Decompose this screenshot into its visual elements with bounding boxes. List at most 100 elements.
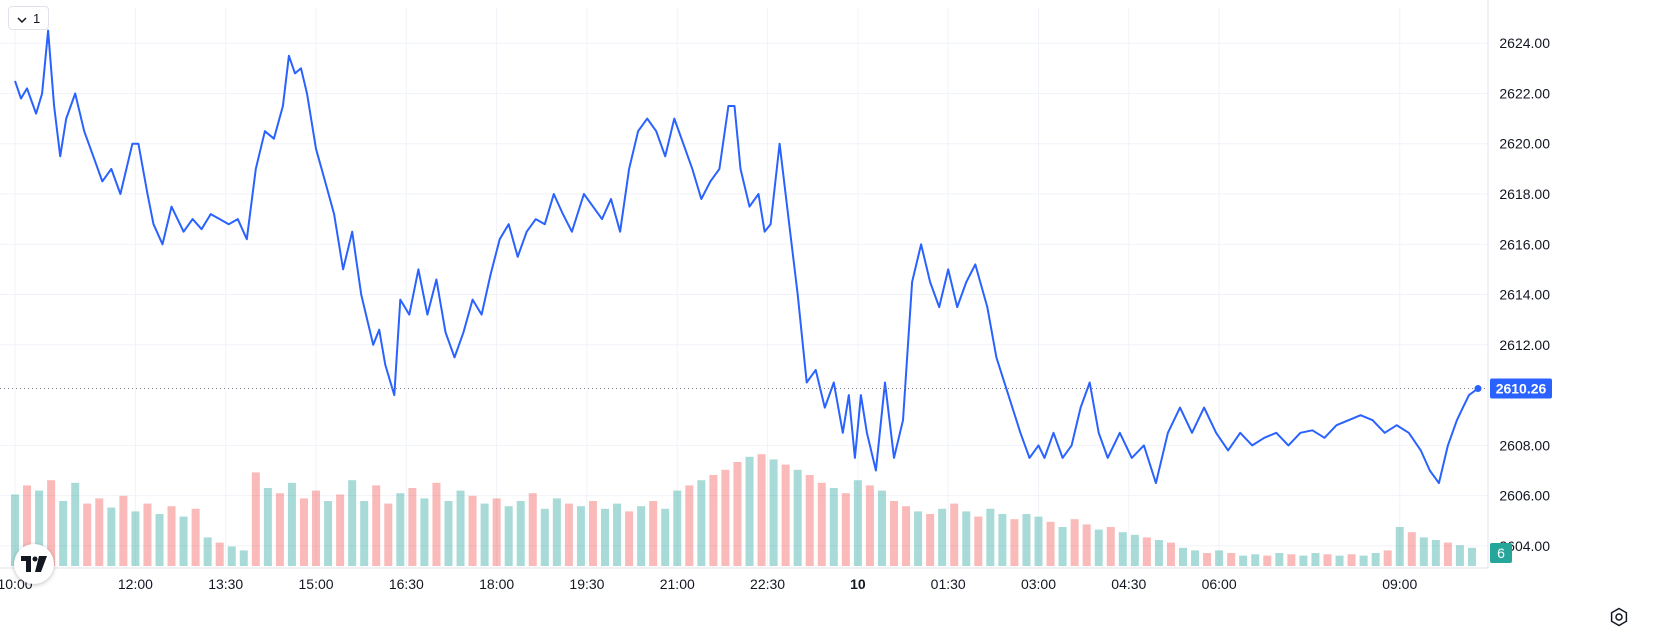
volume-bar	[853, 480, 862, 566]
volume-bar	[1467, 547, 1476, 566]
volume-bar	[1010, 519, 1019, 566]
volume-bar	[841, 493, 850, 566]
volume-bar	[492, 498, 501, 566]
volume-bar	[71, 482, 80, 566]
volume-bar	[1395, 527, 1404, 566]
volume-bar	[456, 490, 465, 566]
volume-bar	[793, 469, 802, 566]
volume-bar	[625, 511, 634, 566]
volume-bar	[1323, 554, 1332, 566]
volume-bar	[432, 482, 441, 566]
volume-bar	[1251, 554, 1260, 566]
volume-bar	[986, 508, 995, 566]
volume-bar	[11, 494, 19, 566]
volume-bar	[299, 498, 308, 566]
y-tick-label: 2606.00	[1499, 488, 1550, 504]
volume-bar	[155, 514, 164, 566]
volume-bar	[1070, 519, 1079, 566]
volume-bar	[1142, 537, 1151, 566]
volume-bar	[998, 514, 1007, 566]
volume-bar	[227, 546, 236, 566]
volume-bar	[1058, 527, 1067, 566]
y-tick-label: 2622.00	[1499, 85, 1550, 101]
volume-bar	[552, 498, 561, 566]
y-tick-label: 2612.00	[1499, 337, 1550, 353]
volume-bar	[950, 503, 959, 566]
volume-badge-bg	[1490, 543, 1512, 563]
volume-bar	[1239, 555, 1248, 566]
volume-bar	[528, 493, 537, 566]
volume-bar	[468, 495, 477, 566]
volume-bar	[95, 498, 104, 566]
x-tick-label: 16:30	[389, 576, 424, 592]
volume-bar	[396, 493, 405, 566]
volume-bar	[1178, 547, 1187, 566]
volume-bar	[372, 485, 381, 566]
volume-bar	[1311, 553, 1320, 566]
volume-bar	[408, 488, 417, 566]
volume-bar	[1299, 555, 1308, 566]
volume-layer	[11, 454, 1476, 566]
volume-bar	[914, 511, 923, 566]
y-tick-label: 2624.00	[1499, 35, 1550, 51]
volume-bar	[601, 508, 610, 566]
interval-dropdown[interactable]: 1	[8, 6, 50, 30]
x-tick-label: 19:30	[569, 576, 604, 592]
volume-bar	[119, 495, 128, 566]
last-price-dot	[1474, 385, 1482, 393]
volume-bar	[203, 537, 212, 566]
tradingview-logo-icon	[21, 556, 47, 572]
volume-bar	[1191, 550, 1200, 566]
settings-button[interactable]	[1608, 606, 1630, 628]
volume-bar	[769, 459, 778, 566]
volume-bar	[59, 501, 68, 566]
volume-bar	[1166, 542, 1175, 566]
volume-bar	[336, 494, 345, 566]
volume-bar	[107, 507, 116, 566]
volume-bar	[1275, 553, 1284, 566]
x-tick-label: 09:00	[1382, 576, 1417, 592]
y-tick-label: 2608.00	[1499, 437, 1550, 453]
volume-bar	[926, 514, 935, 566]
volume-bar	[829, 488, 838, 566]
volume-bar	[817, 482, 826, 566]
volume-bar	[384, 503, 393, 566]
volume-badge-label: 6	[1497, 545, 1505, 561]
volume-bar	[1082, 524, 1091, 566]
volume-bar	[1227, 553, 1236, 566]
y-tick-label: 2616.00	[1499, 236, 1550, 252]
volume-bar	[697, 480, 706, 566]
volume-bar	[191, 508, 200, 566]
volume-bar	[504, 506, 513, 566]
volume-bar	[781, 464, 790, 566]
volume-bar	[1335, 555, 1344, 566]
x-tick-label: 04:30	[1111, 576, 1146, 592]
x-tick-label: 12:00	[118, 576, 153, 592]
volume-bar	[47, 480, 56, 566]
volume-bar	[1419, 537, 1428, 566]
volume-bar	[1455, 545, 1464, 566]
volume-bar	[1371, 553, 1380, 566]
price-line	[14, 29, 1479, 485]
volume-bar	[312, 490, 321, 566]
volume-bar	[179, 516, 188, 566]
volume-bar	[962, 511, 971, 566]
volume-bar	[661, 508, 670, 566]
volume-bar	[673, 490, 682, 566]
volume-bar	[131, 511, 140, 566]
volume-bar	[637, 506, 646, 566]
volume-bar	[35, 490, 44, 566]
tradingview-logo[interactable]	[14, 544, 54, 584]
volume-bar	[1106, 527, 1115, 566]
volume-bar	[649, 501, 658, 566]
volume-bar	[613, 503, 622, 566]
volume-bar	[685, 485, 694, 566]
volume-bar	[757, 454, 766, 566]
volume-bar	[143, 503, 152, 566]
volume-bar	[865, 485, 874, 566]
volume-bar	[167, 506, 176, 566]
x-tick-label: 13:30	[208, 576, 243, 592]
volume-bar	[348, 480, 357, 566]
